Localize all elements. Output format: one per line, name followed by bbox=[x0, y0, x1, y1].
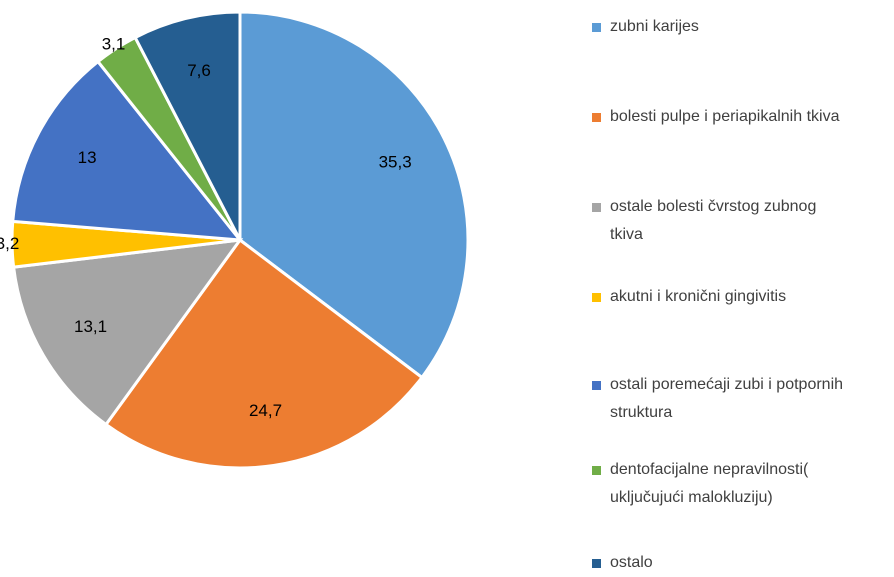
legend-item: akutni i kronični gingivitis bbox=[592, 283, 890, 311]
legend-label: dentofacijalne nepravilnosti( uključujuć… bbox=[610, 461, 809, 506]
legend-label: ostali poremećaji zubi i potpornih struk… bbox=[610, 376, 844, 421]
legend-item: dentofacijalne nepravilnosti( uključujuć… bbox=[592, 456, 825, 512]
legend-swatch bbox=[592, 113, 601, 122]
chart: 35,3 24,7 13,1 3,2 13 3,1 7,6 bbox=[0, 10, 470, 470]
data-label: 13,1 bbox=[74, 317, 107, 336]
pie-slice bbox=[11, 238, 244, 427]
legend-item: ostalo bbox=[592, 549, 890, 577]
legend-swatch bbox=[592, 293, 601, 302]
pie-slice bbox=[133, 10, 242, 241]
pie-slice bbox=[238, 10, 470, 380]
legend-swatch bbox=[592, 466, 601, 475]
data-label: 35,3 bbox=[379, 152, 412, 171]
legend-label: ostalo bbox=[610, 554, 653, 571]
legend-label: akutni i kronični gingivitis bbox=[610, 288, 787, 305]
legend-item: ostale bolesti čvrstog zubnog tkiva bbox=[592, 193, 850, 249]
legend-label: bolesti pulpe i periapikalnih tkiva bbox=[610, 108, 840, 125]
data-label: 24,7 bbox=[249, 401, 282, 420]
data-label: 13 bbox=[78, 148, 97, 167]
legend-swatch bbox=[592, 203, 601, 212]
legend-item: bolesti pulpe i periapikalnih tkiva bbox=[592, 103, 890, 131]
legend-label: ostale bolesti čvrstog zubnog tkiva bbox=[610, 198, 817, 243]
legend-item: zubni karijes bbox=[592, 13, 890, 41]
legend-swatch bbox=[592, 23, 601, 32]
data-label: 3,1 bbox=[102, 34, 126, 53]
data-label: 7,6 bbox=[187, 61, 211, 80]
data-label: 3,2 bbox=[0, 234, 19, 253]
legend-swatch bbox=[592, 381, 601, 390]
pie-slice bbox=[103, 237, 424, 470]
legend-swatch bbox=[592, 559, 601, 568]
legend-item: ostali poremećaji zubi i potpornih struk… bbox=[592, 371, 850, 427]
legend-label: zubni karijes bbox=[610, 18, 699, 35]
pie-slice bbox=[11, 59, 244, 242]
